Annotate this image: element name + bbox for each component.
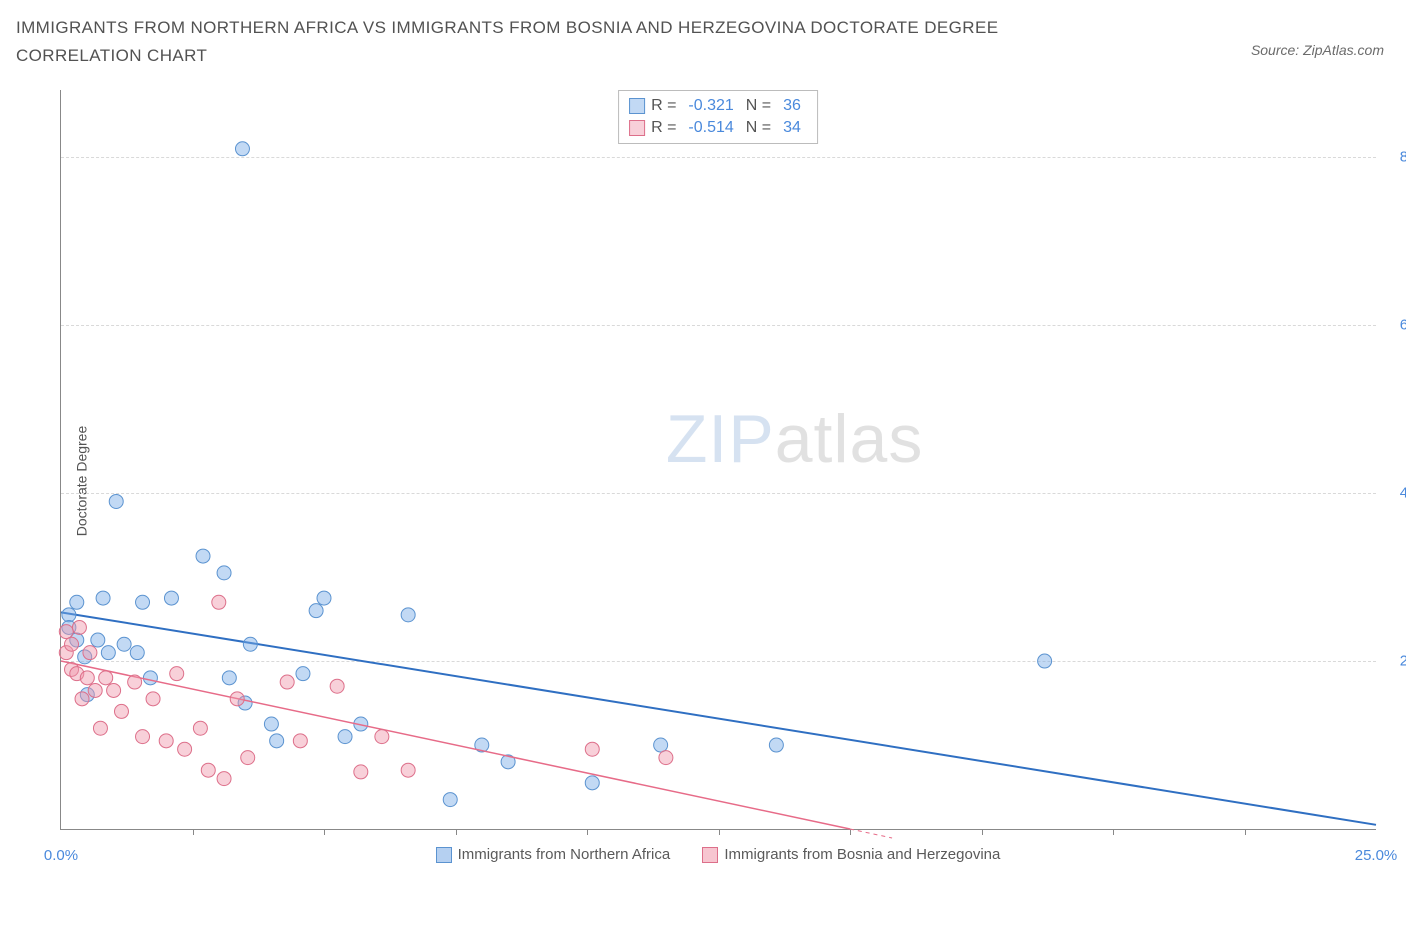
x-tick-mark: [324, 829, 325, 835]
x-tick-mark: [193, 829, 194, 835]
legend-bottom-swatch-0: [436, 847, 452, 863]
data-point: [309, 604, 323, 618]
data-point: [585, 742, 599, 756]
data-point: [83, 646, 97, 660]
y-tick-label: 2.0%: [1382, 653, 1406, 670]
data-point: [659, 751, 673, 765]
legend-n-value-1: 34: [777, 117, 807, 139]
legend-bottom-label-1: Immigrants from Bosnia and Herzegovina: [724, 846, 1000, 863]
data-point: [769, 738, 783, 752]
data-point: [317, 591, 331, 605]
data-point: [330, 679, 344, 693]
data-point: [72, 620, 86, 634]
data-point: [212, 595, 226, 609]
data-point: [101, 646, 115, 660]
x-tick-mark: [1113, 829, 1114, 835]
y-tick-label: 4.0%: [1382, 485, 1406, 502]
trend-line: [61, 612, 1376, 824]
data-point: [159, 734, 173, 748]
legend-bottom-swatch-1: [702, 847, 718, 863]
data-point: [201, 763, 215, 777]
data-point: [293, 734, 307, 748]
plot-area: ZIPatlas 2.0%4.0%6.0%8.0%0.0%25.0%: [60, 90, 1376, 830]
data-point: [109, 494, 123, 508]
y-tick-label: 6.0%: [1382, 317, 1406, 334]
data-point: [270, 734, 284, 748]
data-point: [164, 591, 178, 605]
data-point: [170, 667, 184, 681]
legend-n-label-1: N =: [746, 117, 771, 139]
data-point: [217, 772, 231, 786]
x-tick-mark: [587, 829, 588, 835]
legend-n-label-0: N =: [746, 95, 771, 117]
data-point: [91, 633, 105, 647]
data-point: [117, 637, 131, 651]
data-point: [107, 683, 121, 697]
data-point: [59, 625, 73, 639]
x-tick-mark: [456, 829, 457, 835]
x-tick-mark: [1245, 829, 1246, 835]
data-point: [235, 142, 249, 156]
data-point: [296, 667, 310, 681]
data-point: [70, 595, 84, 609]
data-point: [222, 671, 236, 685]
data-point: [338, 730, 352, 744]
x-tick-mark: [982, 829, 983, 835]
plot-wrap: Doctorate Degree ZIPatlas 2.0%4.0%6.0%8.…: [48, 86, 1388, 876]
data-point: [136, 595, 150, 609]
legend-stats-box: R = -0.321 N = 36 R = -0.514 N = 34: [618, 90, 818, 144]
data-point: [241, 751, 255, 765]
data-point: [128, 675, 142, 689]
data-point: [654, 738, 668, 752]
legend-swatch-blue: [629, 98, 645, 114]
y-tick-label: 8.0%: [1382, 149, 1406, 166]
data-point: [146, 692, 160, 706]
data-point: [143, 671, 157, 685]
data-point: [88, 683, 102, 697]
data-point: [585, 776, 599, 790]
data-point: [65, 637, 79, 651]
data-point: [401, 763, 415, 777]
legend-swatch-pink: [629, 120, 645, 136]
data-point: [264, 717, 278, 731]
legend-r-label-0: R =: [651, 95, 676, 117]
legend-r-label-1: R =: [651, 117, 676, 139]
legend-r-value-0: -0.321: [682, 95, 739, 117]
legend-stats-row-1: R = -0.514 N = 34: [629, 117, 807, 139]
legend-n-value-0: 36: [777, 95, 807, 117]
chart-source: Source: ZipAtlas.com: [1251, 42, 1384, 58]
legend-bottom-label-0: Immigrants from Northern Africa: [458, 846, 671, 863]
legend-bottom: Immigrants from Northern Africa Immigran…: [48, 846, 1388, 867]
data-point: [1038, 654, 1052, 668]
data-point: [178, 742, 192, 756]
data-point: [130, 646, 144, 660]
legend-item-0: Immigrants from Northern Africa: [436, 846, 671, 863]
legend-item-1: Immigrants from Bosnia and Herzegovina: [702, 846, 1000, 863]
data-point: [354, 765, 368, 779]
data-point: [243, 637, 257, 651]
data-point: [80, 671, 94, 685]
data-point: [375, 730, 389, 744]
data-point: [62, 608, 76, 622]
data-point: [401, 608, 415, 622]
data-point: [280, 675, 294, 689]
data-point: [99, 671, 113, 685]
chart-svg: [61, 90, 1376, 829]
data-point: [196, 549, 210, 563]
data-point: [217, 566, 231, 580]
data-point: [136, 730, 150, 744]
legend-stats-row-0: R = -0.321 N = 36: [629, 95, 807, 117]
data-point: [443, 793, 457, 807]
data-point: [193, 721, 207, 735]
trend-line-dashed: [850, 829, 892, 838]
x-tick-mark: [719, 829, 720, 835]
legend-r-value-1: -0.514: [682, 117, 739, 139]
data-point: [114, 704, 128, 718]
data-point: [96, 591, 110, 605]
chart-title: IMMIGRANTS FROM NORTHERN AFRICA VS IMMIG…: [16, 14, 1116, 70]
data-point: [75, 692, 89, 706]
x-tick-mark: [850, 829, 851, 835]
data-point: [93, 721, 107, 735]
data-point: [230, 692, 244, 706]
